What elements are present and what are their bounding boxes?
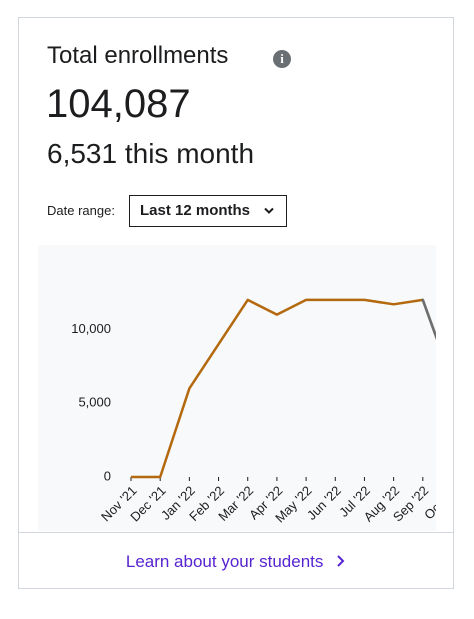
enrollments-card: Total enrollments i 104,087 6,531 this m… [18, 17, 454, 589]
chevron-down [264, 207, 274, 214]
total-count: 104,087 [46, 82, 191, 126]
date-range-dropdown[interactable]: Last 12 months [129, 195, 287, 227]
card-title: Total enrollments [47, 42, 229, 69]
y-tick-label: 0 [104, 468, 111, 483]
line [131, 298, 436, 479]
y-tick-label: 10,000 [71, 321, 111, 336]
link-text[interactable]: Learn about your students [125, 552, 324, 571]
y-tick-label: 5,000 [78, 395, 111, 410]
chart-background [38, 245, 436, 531]
chevron-right [337, 555, 345, 567]
partial-segment [421, 298, 436, 341]
date-range-label: Date range: [47, 203, 115, 218]
dropdown-value: Last 12 months [140, 202, 251, 219]
month-count: 6,531 this month [47, 138, 255, 169]
info-icon[interactable]: i [273, 50, 291, 68]
footer-link[interactable]: Learn about your students [19, 532, 453, 589]
